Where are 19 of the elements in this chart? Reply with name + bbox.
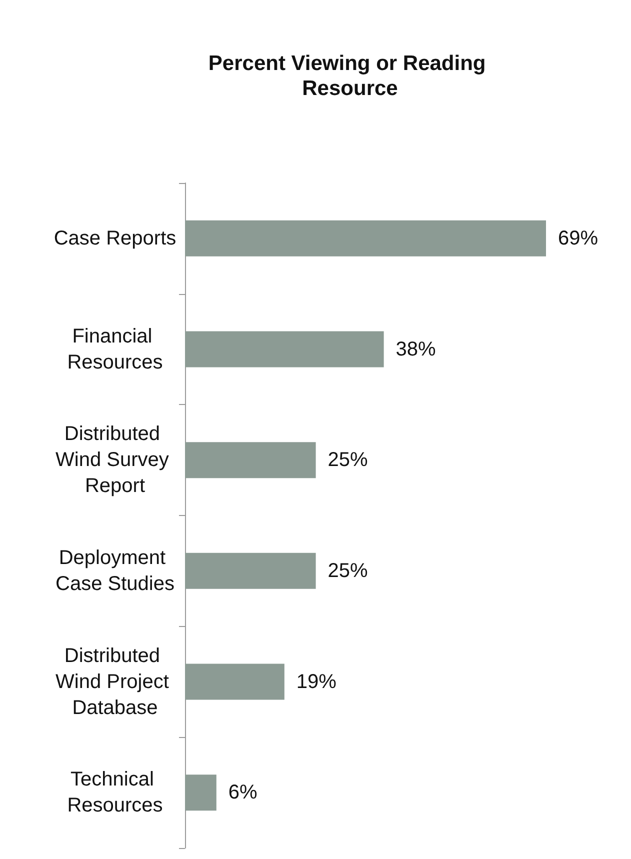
data-label: 38% xyxy=(396,338,436,360)
bar xyxy=(185,552,316,589)
y-tick-label: Case Reports xyxy=(54,227,176,250)
bar xyxy=(185,774,216,811)
data-label: 69% xyxy=(558,227,598,250)
y-tick-label: Deployment Case Studies xyxy=(56,546,174,595)
bar xyxy=(185,220,546,256)
y-tick-label: Financial Resources xyxy=(67,325,163,374)
data-label: 25% xyxy=(328,449,368,472)
y-tick-label: Technical Resources xyxy=(67,768,163,817)
y-tick-label: Distributed Wind Project Database xyxy=(56,644,174,719)
data-label: 6% xyxy=(228,782,258,804)
bar xyxy=(185,442,316,478)
bar xyxy=(185,331,384,368)
data-label: 19% xyxy=(296,670,337,693)
data-label: 25% xyxy=(328,560,368,582)
chart-title: Percent Viewing or Reading Resource xyxy=(208,52,492,100)
y-tick-label: Distributed Wind Survey Report xyxy=(56,423,174,498)
bar xyxy=(185,664,284,700)
